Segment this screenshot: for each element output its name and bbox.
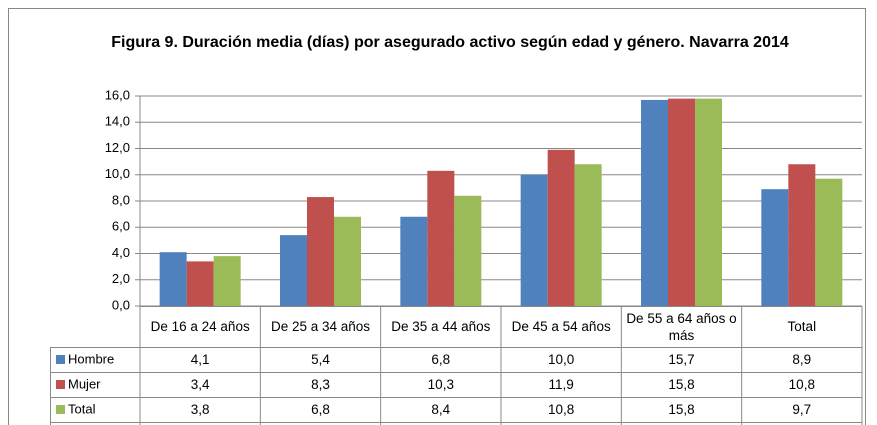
legend-key (56, 355, 65, 364)
value-label: 15,7 (668, 352, 695, 367)
y-tick-label: 0,0 (112, 297, 130, 312)
bar (186, 261, 214, 306)
value-label: 15,8 (668, 377, 695, 392)
y-tick-label: 10,0 (105, 166, 130, 181)
y-tick-label: 4,0 (112, 245, 130, 260)
y-tick-label: 8,0 (112, 192, 130, 207)
legend-key (56, 380, 65, 389)
legend-key (56, 405, 65, 414)
y-tick-label: 2,0 (112, 271, 130, 286)
category-label: De 55 a 64 años o más (626, 310, 737, 343)
value-label: 4,1 (190, 352, 210, 367)
value-label: 11,9 (548, 377, 574, 392)
bar (307, 197, 334, 306)
value-label: 8,3 (311, 377, 330, 392)
bar (213, 256, 241, 306)
bar (788, 164, 816, 306)
legend-label: Mujer (68, 376, 101, 391)
category-label: De 45 a 54 años (511, 319, 611, 334)
value-label: 3,4 (190, 377, 210, 392)
bar (547, 149, 575, 306)
bar (334, 216, 361, 306)
chart-frame (8, 8, 866, 425)
y-tick-label: 6,0 (112, 219, 130, 234)
bar (761, 189, 789, 306)
bar (159, 252, 187, 306)
bar (400, 216, 428, 306)
value-label: 10,3 (427, 377, 454, 392)
value-label: 3,8 (190, 402, 210, 417)
value-label: 10,0 (548, 352, 575, 367)
category-label: Total (787, 319, 817, 334)
bar (427, 170, 455, 306)
bar (454, 195, 482, 306)
value-label: 10,8 (548, 402, 575, 417)
bar (641, 99, 668, 306)
bar (280, 235, 307, 306)
value-label: 9,7 (792, 402, 812, 417)
legend-label: Hombre (68, 351, 114, 366)
value-label: 5,4 (311, 352, 330, 367)
y-tick-label: 16,0 (105, 87, 130, 102)
y-tick-label: 14,0 (105, 114, 130, 129)
bar (668, 98, 695, 306)
bar (574, 164, 602, 306)
value-label: 8,9 (792, 352, 812, 367)
y-tick-label: 12,0 (105, 140, 130, 155)
bar (815, 178, 843, 306)
legend-label: Total (68, 401, 96, 416)
value-label: 10,8 (788, 377, 815, 392)
value-label: 8,4 (431, 402, 451, 417)
value-label: 6,8 (431, 352, 451, 367)
bar (520, 174, 548, 306)
value-label: 15,8 (668, 402, 695, 417)
category-label: De 25 a 34 años (270, 319, 371, 334)
value-label: 6,8 (311, 402, 330, 417)
category-label: De 35 a 44 años (391, 319, 491, 334)
bar (695, 98, 722, 306)
chart-title: Figura 9. Duración media (días) por aseg… (111, 34, 789, 51)
category-label: De 16 a 24 años (150, 319, 250, 334)
